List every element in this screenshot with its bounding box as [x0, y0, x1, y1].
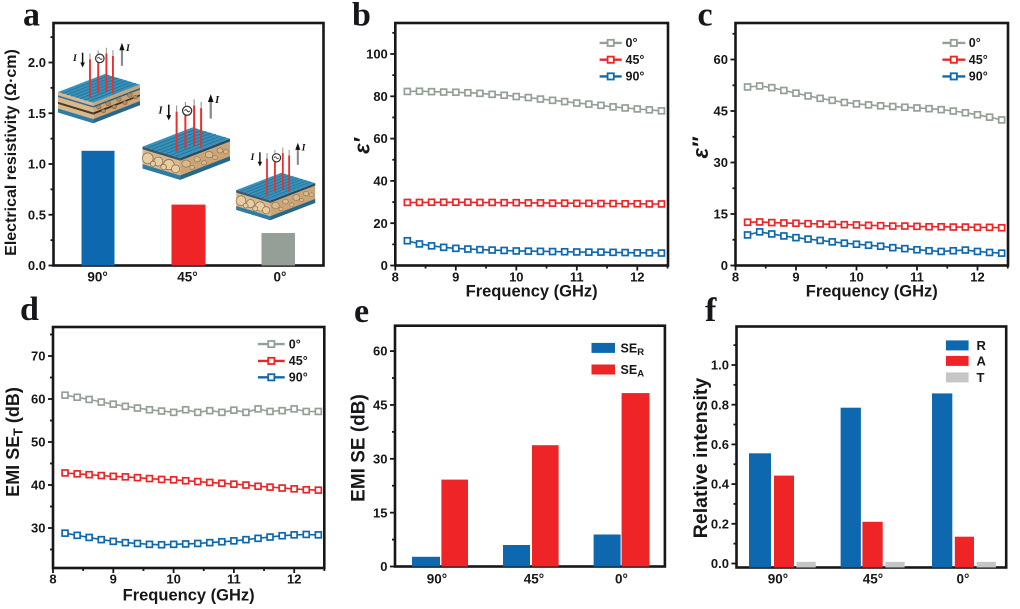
svg-text:0.6: 0.6 [711, 437, 729, 452]
svg-text:I: I [301, 144, 306, 154]
svg-text:EMI SET (dB): EMI SET (dB) [3, 387, 26, 497]
svg-text:ε′: ε′ [350, 136, 375, 154]
svg-text:100: 100 [366, 47, 388, 62]
svg-text:30: 30 [31, 521, 45, 536]
svg-text:a: a [23, 0, 40, 34]
svg-text:30: 30 [373, 451, 387, 466]
svg-text:10: 10 [849, 270, 863, 285]
svg-text:70: 70 [31, 349, 45, 364]
svg-text:12: 12 [287, 572, 301, 587]
svg-text:1.0: 1.0 [711, 358, 729, 373]
svg-text:45°: 45° [177, 270, 197, 285]
svg-text:8: 8 [732, 270, 739, 285]
svg-text:45°: 45° [969, 53, 988, 67]
svg-text:0°: 0° [274, 270, 287, 285]
svg-text:T: T [977, 370, 985, 385]
svg-text:Frequency (GHz): Frequency (GHz) [123, 587, 255, 605]
svg-text:A: A [977, 353, 987, 368]
svg-text:I: I [158, 105, 164, 116]
svg-text:c: c [698, 0, 713, 34]
svg-text:60: 60 [714, 52, 728, 67]
svg-text:90°: 90° [768, 572, 788, 587]
svg-text:I: I [214, 95, 220, 106]
svg-text:20: 20 [373, 216, 387, 231]
svg-text:10: 10 [509, 270, 523, 285]
svg-text:Frequency (GHz): Frequency (GHz) [466, 283, 598, 301]
svg-text:90°: 90° [87, 270, 107, 285]
svg-text:1.0: 1.0 [28, 157, 46, 172]
svg-text:d: d [20, 291, 39, 328]
svg-text:40: 40 [31, 478, 45, 493]
svg-text:45°: 45° [524, 572, 544, 587]
svg-text:60: 60 [373, 344, 387, 359]
svg-text:e: e [354, 293, 369, 330]
svg-text:90°: 90° [427, 572, 447, 587]
svg-text:80: 80 [373, 89, 387, 104]
svg-text:30: 30 [714, 155, 728, 170]
svg-text:90°: 90° [626, 70, 645, 84]
svg-text:f: f [705, 292, 717, 329]
svg-text:0°: 0° [626, 36, 638, 50]
svg-text:60: 60 [373, 131, 387, 146]
svg-text:9: 9 [792, 270, 799, 285]
svg-text:ε″: ε″ [688, 136, 713, 159]
svg-text:0°: 0° [289, 337, 301, 351]
svg-text:I: I [72, 53, 78, 64]
svg-text:50: 50 [31, 435, 45, 450]
svg-text:0°: 0° [969, 36, 981, 50]
svg-text:9: 9 [452, 270, 459, 285]
svg-text:11: 11 [910, 270, 924, 285]
svg-text:1.5: 1.5 [28, 106, 46, 121]
svg-text:0.0: 0.0 [711, 556, 729, 571]
svg-text:0: 0 [380, 559, 387, 574]
svg-text:0: 0 [381, 258, 388, 273]
svg-text:15: 15 [714, 207, 728, 222]
svg-text:45°: 45° [626, 53, 645, 67]
svg-text:8: 8 [392, 270, 399, 285]
svg-text:10: 10 [166, 572, 180, 587]
svg-text:b: b [352, 0, 371, 34]
svg-text:0.5: 0.5 [28, 207, 46, 222]
svg-text:11: 11 [570, 270, 584, 285]
svg-text:0.0: 0.0 [28, 258, 46, 273]
svg-text:12: 12 [970, 270, 984, 285]
svg-text:90°: 90° [969, 70, 988, 84]
svg-text:0.2: 0.2 [711, 516, 729, 531]
svg-text:12: 12 [630, 270, 644, 285]
svg-text:11: 11 [227, 572, 241, 587]
svg-text:0°: 0° [957, 572, 970, 587]
svg-text:EMI SE (dB): EMI SE (dB) [349, 394, 370, 502]
svg-text:I: I [250, 153, 255, 163]
svg-text:0.8: 0.8 [711, 397, 729, 412]
svg-text:60: 60 [31, 392, 45, 407]
svg-text:Frequency (GHz): Frequency (GHz) [806, 283, 938, 301]
svg-text:45°: 45° [289, 354, 308, 368]
svg-text:9: 9 [110, 572, 117, 587]
svg-text:45: 45 [373, 398, 387, 413]
svg-text:45: 45 [714, 104, 728, 119]
svg-text:2.0: 2.0 [28, 55, 46, 70]
svg-text:I: I [125, 43, 131, 54]
svg-text:Electrical resistivity (Ω·cm): Electrical resistivity (Ω·cm) [3, 49, 20, 256]
svg-text:40: 40 [373, 174, 387, 189]
svg-text:15: 15 [373, 505, 387, 520]
svg-text:0.4: 0.4 [711, 477, 730, 492]
svg-text:8: 8 [49, 572, 56, 587]
svg-text:90°: 90° [289, 371, 308, 385]
svg-text:0°: 0° [615, 572, 628, 587]
svg-text:Relative intensity: Relative intensity [690, 378, 712, 539]
svg-text:45°: 45° [863, 572, 883, 587]
svg-text:R: R [977, 338, 987, 353]
svg-text:0: 0 [721, 258, 728, 273]
